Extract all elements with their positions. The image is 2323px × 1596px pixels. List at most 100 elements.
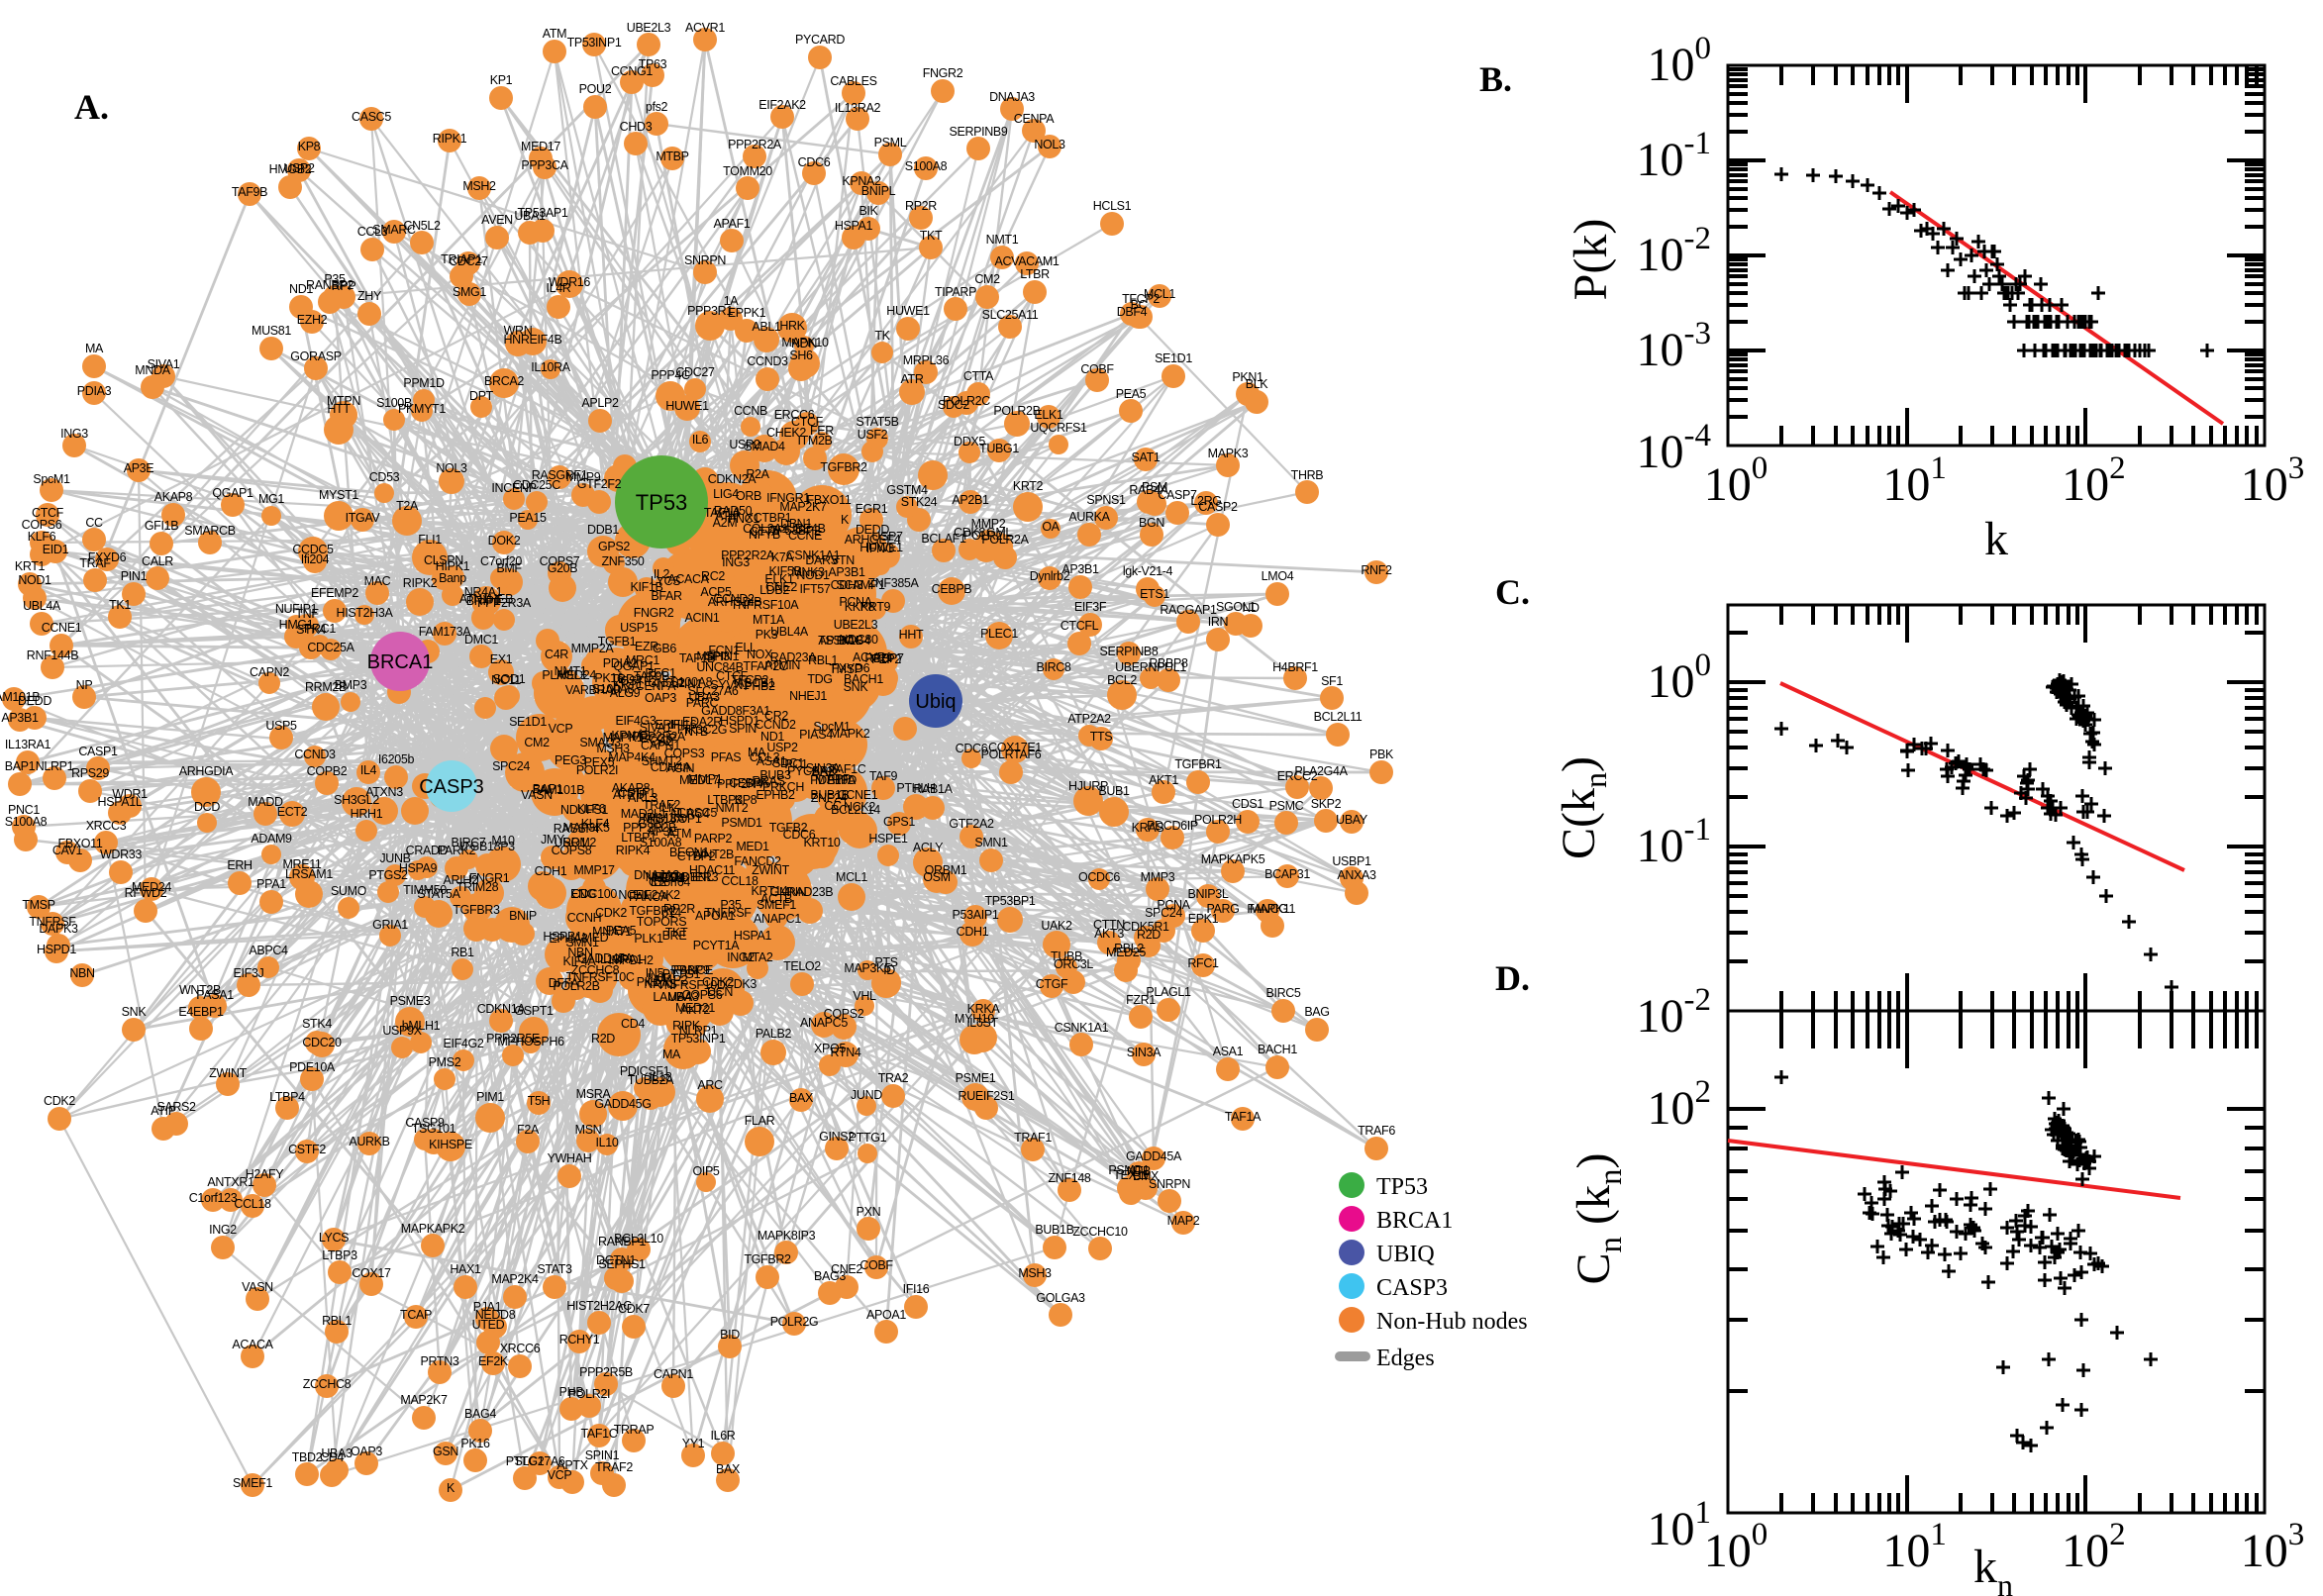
svg-text:KIHSPE: KIHSPE [429,1138,472,1151]
svg-text:IFT57: IFT57 [800,582,831,596]
svg-text:MTBP: MTBP [656,150,688,163]
svg-text:EFEMP2: EFEMP2 [311,586,358,600]
svg-text:PDE10A: PDE10A [289,1060,336,1074]
svg-text:ZHY: ZHY [357,289,382,303]
svg-text:LTBP3: LTBP3 [707,793,743,807]
svg-text:BAG4: BAG4 [464,1407,496,1421]
svg-text:ITGAV: ITGAV [346,511,381,525]
svg-text:RBBP8: RBBP8 [1149,656,1188,670]
svg-text:CCDC5: CCDC5 [292,543,334,556]
svg-text:APOA1: APOA1 [695,909,735,923]
svg-text:EF2K: EF2K [478,1354,509,1368]
svg-text:CTCF: CTCF [791,415,824,429]
svg-text:LTBP3: LTBP3 [322,1248,357,1262]
svg-text:CAPN2: CAPN2 [250,665,289,679]
svg-text:ACVR1: ACVR1 [685,21,725,35]
svg-text:lgk-V21-4: lgk-V21-4 [1123,564,1173,578]
svg-text:PIM1: PIM1 [476,1090,504,1104]
svg-text:CENPA: CENPA [1014,112,1055,126]
svg-text:GADD45A: GADD45A [577,951,634,965]
svg-text:MAPK10: MAPK10 [781,336,829,349]
svg-text:HUWE1: HUWE1 [665,399,709,413]
svg-text:CAPN1: CAPN1 [654,1367,693,1381]
svg-text:UTED: UTED [472,1318,505,1332]
svg-text:PTTG1: PTTG1 [849,1131,887,1145]
svg-text:ZWINT: ZWINT [209,1066,248,1080]
svg-text:HTT: HTT [327,402,351,416]
svg-text:CDC6: CDC6 [798,155,831,169]
svg-text:SpcM1: SpcM1 [33,472,70,486]
svg-text:EIF3F: EIF3F [1074,600,1107,614]
svg-text:CTTA: CTTA [963,369,994,383]
svg-text:PARG: PARG [1206,902,1239,916]
svg-text:USBP1: USBP1 [1332,854,1371,868]
svg-text:AP2B1: AP2B1 [952,493,989,507]
svg-text:ID: ID [883,963,895,977]
svg-text:MAP2K7: MAP2K7 [779,500,827,514]
svg-text:QGAP1: QGAP1 [212,486,253,500]
svg-text:RPS29: RPS29 [71,766,109,780]
svg-text:NOL3: NOL3 [436,461,467,475]
svg-text:Ubiq: Ubiq [915,691,956,713]
svg-text:CDK2: CDK2 [702,975,734,989]
svg-text:Banp: Banp [439,571,466,585]
svg-text:PIN1: PIN1 [121,569,148,583]
svg-text:CM2: CM2 [974,272,1000,286]
svg-text:BIRC8: BIRC8 [1036,660,1070,674]
svg-text:MA: MA [662,1047,681,1061]
svg-text:ERH: ERH [227,858,252,872]
svg-text:SMG1: SMG1 [453,285,486,299]
svg-text:ANXA3: ANXA3 [1337,868,1376,882]
svg-text:TP53INP1: TP53INP1 [567,36,622,50]
svg-text:STAT5B: STAT5B [856,415,898,429]
svg-text:SCAMP1: SCAMP1 [836,578,885,592]
svg-text:FNGR2: FNGR2 [634,606,674,620]
svg-text:HIPK1: HIPK1 [436,559,470,573]
svg-text:SAT1: SAT1 [1132,450,1161,464]
svg-text:CCL18: CCL18 [721,874,758,888]
svg-text:PXN: PXN [857,1205,881,1219]
svg-text:TRAF6: TRAF6 [1358,1124,1395,1138]
svg-text:PARK2: PARK2 [438,844,476,857]
svg-text:SH6: SH6 [789,349,813,362]
svg-text:CDS1: CDS1 [1232,797,1263,811]
svg-text:UBE2L3: UBE2L3 [834,618,878,632]
svg-text:MMP17: MMP17 [573,863,615,877]
svg-text:CCND3: CCND3 [747,354,788,368]
svg-text:NHEJ1: NHEJ1 [789,689,827,703]
svg-text:NOD1: NOD1 [18,573,51,587]
svg-text:ING3: ING3 [722,555,750,569]
svg-text:TGFBR3: TGFBR3 [453,903,500,917]
svg-text:R2D: R2D [591,1032,615,1046]
svg-text:PBK: PBK [1369,748,1394,761]
svg-text:G20B: G20B [548,561,578,575]
svg-text:AURKA: AURKA [1068,510,1110,524]
svg-text:TELO2: TELO2 [783,959,821,973]
svg-text:C(kn): C(kn) [1553,756,1613,859]
svg-text:MAPKAPK2: MAPKAPK2 [401,1222,465,1236]
svg-text:KLF4: KLF4 [581,817,610,831]
svg-text:MA: MA [85,342,104,355]
svg-text:SEPHS1: SEPHS1 [598,1257,646,1271]
svg-text:CASP3: CASP3 [419,776,484,798]
svg-text:CCND3: CCND3 [294,748,336,761]
svg-text:GOLGA3: GOLGA3 [1036,1291,1085,1305]
svg-text:BRCA2: BRCA2 [484,374,524,388]
svg-text:CDC20: CDC20 [302,1036,342,1049]
svg-text:IL4: IL4 [360,763,377,777]
svg-text:PDIA3: PDIA3 [77,384,112,398]
svg-text:POU2: POU2 [579,82,612,96]
svg-text:BAG: BAG [1304,1005,1329,1019]
svg-text:COBF: COBF [1080,362,1114,376]
svg-text:USP5: USP5 [265,719,297,733]
svg-text:HUWE1: HUWE1 [859,541,903,554]
svg-text:PK16: PK16 [594,671,624,685]
svg-text:VCP: VCP [549,722,573,736]
svg-text:PLAGL1: PLAGL1 [542,668,587,682]
svg-text:SIVA1: SIVA1 [640,721,672,735]
svg-text:TRAF1: TRAF1 [1014,1131,1052,1145]
svg-text:NLRP1: NLRP1 [679,1024,718,1038]
svg-text:ABPC4: ABPC4 [249,944,288,957]
svg-text:XRCC6: XRCC6 [500,1342,541,1355]
svg-text:TTS: TTS [1090,730,1113,744]
